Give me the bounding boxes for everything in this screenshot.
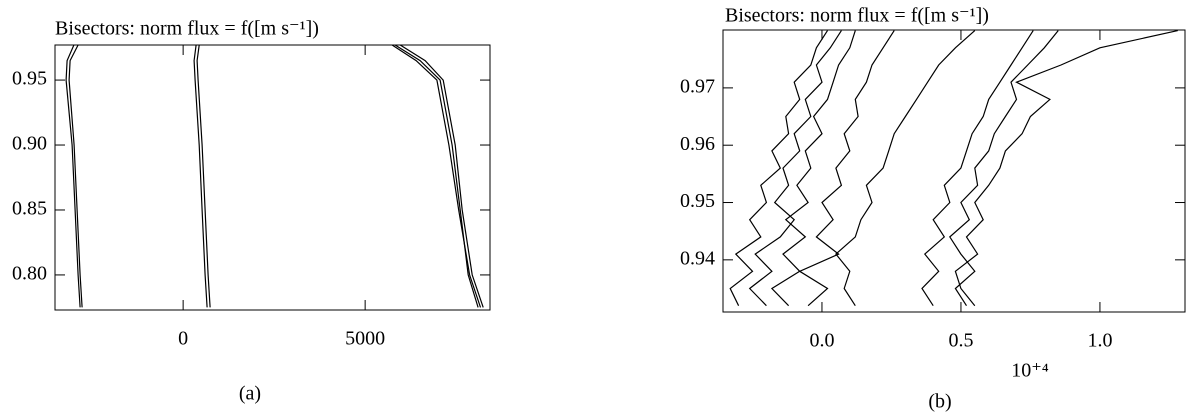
bisector-line bbox=[729, 30, 829, 306]
caption: (a) bbox=[239, 383, 261, 405]
y-tick-label: 0.95 bbox=[680, 190, 715, 212]
bisector-line bbox=[193, 45, 208, 308]
bisector-line bbox=[68, 45, 83, 308]
bisector-line bbox=[954, 30, 1178, 307]
y-tick-label: 0.96 bbox=[680, 133, 715, 155]
plot-frame bbox=[54, 44, 491, 311]
bisector-line bbox=[394, 45, 479, 308]
bisector-line bbox=[391, 45, 482, 308]
y-tick-label: 0.80 bbox=[12, 263, 47, 285]
x-tick-label: 0.0 bbox=[809, 330, 834, 352]
panel: Bisectors: norm flux = f([m s⁻¹]) (b) 10⁺⁴… bbox=[680, 5, 1186, 413]
bisector-line bbox=[770, 30, 856, 307]
y-tick-label: 0.94 bbox=[680, 247, 715, 269]
y-tick-label: 0.90 bbox=[12, 133, 47, 155]
y-tick-label: 0.97 bbox=[680, 75, 715, 97]
chart-title: Bisectors: norm flux = f([m s⁻¹]) bbox=[55, 18, 319, 40]
x-axis-label: 10⁺⁴ bbox=[1011, 360, 1049, 382]
x-tick-label: 5000 bbox=[345, 328, 385, 350]
bisector-line bbox=[65, 45, 81, 308]
x-tick-label: 0.5 bbox=[948, 330, 973, 352]
y-tick-label: 0.95 bbox=[12, 68, 47, 90]
bisector-line bbox=[921, 30, 1034, 307]
y-tick-label: 0.85 bbox=[12, 198, 47, 220]
x-tick-label: 0 bbox=[178, 328, 188, 350]
bisector-line bbox=[399, 45, 484, 308]
bisector-line bbox=[798, 30, 895, 307]
caption: (b) bbox=[928, 391, 951, 413]
panel: Bisectors: norm flux = f([m s⁻¹]) (a) 0.80… bbox=[12, 18, 491, 405]
x-tick-label: 1.0 bbox=[1087, 330, 1112, 352]
chart-title: Bisectors: norm flux = f([m s⁻¹]) bbox=[725, 5, 989, 27]
bisector-line bbox=[196, 45, 211, 308]
plot-frame bbox=[722, 29, 1186, 313]
bisector-line bbox=[949, 30, 1059, 307]
bisector-line bbox=[835, 30, 976, 307]
bisector-line bbox=[748, 30, 842, 307]
